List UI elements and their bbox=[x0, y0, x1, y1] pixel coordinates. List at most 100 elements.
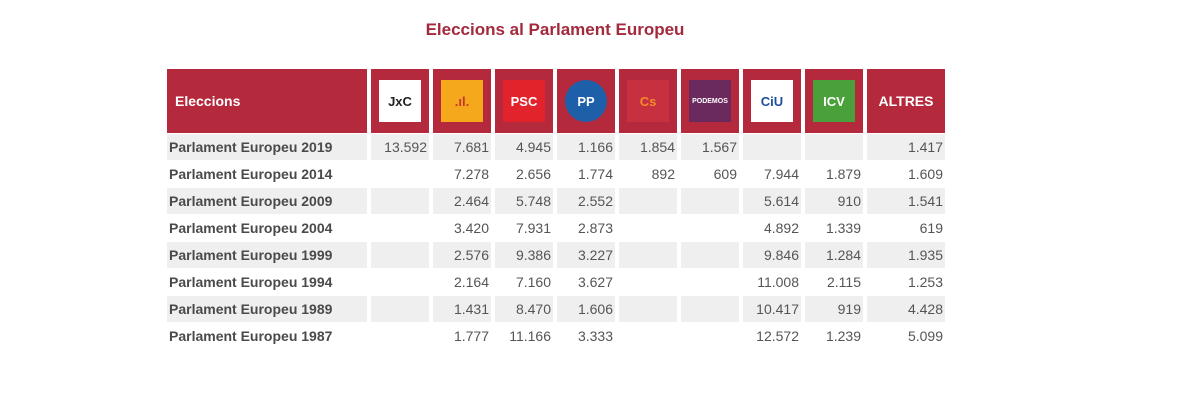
row-label: Parlament Europeu 1989 bbox=[167, 296, 367, 322]
vote-cell: 2.576 bbox=[433, 242, 491, 268]
vote-cell: 5.614 bbox=[743, 188, 801, 214]
vote-cell bbox=[371, 296, 429, 322]
party-logo-icon: JxC bbox=[379, 80, 421, 122]
vote-cell: 1.431 bbox=[433, 296, 491, 322]
header-others: ALTRES bbox=[867, 69, 945, 133]
vote-cell: 919 bbox=[805, 296, 863, 322]
vote-cell bbox=[619, 269, 677, 295]
row-label: Parlament Europeu 1987 bbox=[169, 328, 333, 344]
header-party-logo: PSC bbox=[495, 69, 553, 133]
vote-cell: 1.609 bbox=[907, 166, 943, 182]
table-row: Parlament Europeu 1989 1.431 8.470 1.606 10.… bbox=[167, 296, 945, 322]
header-party-logo: PODEMOS bbox=[681, 69, 739, 133]
header-party-logo: JxC bbox=[371, 69, 429, 133]
vote-cell bbox=[681, 188, 739, 214]
vote-cell: 7.931 bbox=[515, 220, 551, 236]
row-label: Parlament Europeu 2019 bbox=[167, 134, 367, 160]
vote-cell: 3.420 bbox=[453, 220, 489, 236]
table-title: Eleccions al Parlament Europeu bbox=[425, 20, 685, 39]
vote-cell: 1.774 bbox=[577, 166, 613, 182]
vote-cell bbox=[371, 242, 429, 268]
vote-cell: 1.777 bbox=[453, 328, 489, 344]
vote-cell: 5.099 bbox=[907, 328, 943, 344]
vote-cell: 7.160 bbox=[515, 274, 551, 290]
row-label: Parlament Europeu 2014 bbox=[169, 166, 333, 182]
vote-cell bbox=[805, 134, 863, 160]
vote-cell: 10.417 bbox=[743, 296, 801, 322]
results-table: Eleccions JxC .ıl. PSC PP Cs PODEMOS CiU ICV ALT… bbox=[163, 68, 949, 350]
vote-cell: 12.572 bbox=[756, 328, 799, 344]
header-party-logo: ICV bbox=[805, 69, 863, 133]
vote-cell: 619 bbox=[919, 220, 943, 236]
party-logo-icon: PP bbox=[565, 80, 607, 122]
party-logo-icon: PSC bbox=[503, 80, 545, 122]
row-label: Parlament Europeu 2004 bbox=[169, 220, 333, 236]
table-row: Parlament Europeu 1987 1.777 11.166 3.333 12… bbox=[167, 323, 945, 349]
vote-cell: 1.166 bbox=[557, 134, 615, 160]
vote-cell: 4.892 bbox=[763, 220, 799, 236]
vote-cell: 1.567 bbox=[681, 134, 739, 160]
vote-cell: 3.627 bbox=[577, 274, 613, 290]
vote-cell bbox=[681, 323, 739, 349]
header-elections: Eleccions bbox=[167, 69, 367, 133]
vote-cell: 1.284 bbox=[805, 242, 863, 268]
vote-cell: 1.935 bbox=[867, 242, 945, 268]
row-label: Parlament Europeu 1999 bbox=[167, 242, 367, 268]
vote-cell bbox=[371, 161, 429, 187]
vote-cell bbox=[619, 215, 677, 241]
vote-cell: 2.464 bbox=[433, 188, 491, 214]
vote-cell: 910 bbox=[805, 188, 863, 214]
vote-cell bbox=[371, 323, 429, 349]
vote-cell: 609 bbox=[713, 166, 737, 182]
vote-cell: 1.339 bbox=[825, 220, 861, 236]
vote-cell: 8.470 bbox=[495, 296, 553, 322]
vote-cell: 11.166 bbox=[509, 328, 551, 344]
table-row: Parlament Europeu 2009 2.464 5.748 2.552 5.6… bbox=[167, 188, 945, 214]
header-party-logo: Cs bbox=[619, 69, 677, 133]
row-label: Parlament Europeu 1994 bbox=[169, 274, 333, 290]
party-logo-icon: ICV bbox=[813, 80, 855, 122]
vote-cell: 3.333 bbox=[577, 328, 613, 344]
vote-cell bbox=[681, 296, 739, 322]
vote-cell bbox=[681, 215, 739, 241]
vote-cell: 2.656 bbox=[515, 166, 551, 182]
party-logo-icon: CiU bbox=[751, 80, 793, 122]
vote-cell: 2.164 bbox=[453, 274, 489, 290]
vote-cell bbox=[681, 242, 739, 268]
vote-cell: 4.945 bbox=[495, 134, 553, 160]
vote-cell: 1.239 bbox=[825, 328, 861, 344]
vote-cell: 1.879 bbox=[825, 166, 861, 182]
vote-cell: 3.227 bbox=[557, 242, 615, 268]
vote-cell bbox=[681, 269, 739, 295]
vote-cell bbox=[371, 188, 429, 214]
vote-cell: 1.854 bbox=[619, 134, 677, 160]
vote-cell: 9.386 bbox=[495, 242, 553, 268]
vote-cell: 1.606 bbox=[557, 296, 615, 322]
vote-cell: 1.541 bbox=[867, 188, 945, 214]
party-logo-icon: Cs bbox=[627, 80, 669, 122]
vote-cell: 11.008 bbox=[757, 274, 799, 290]
vote-cell bbox=[619, 242, 677, 268]
vote-cell bbox=[371, 269, 429, 295]
table-row: Parlament Europeu 1999 2.576 9.386 3.227 9.8… bbox=[167, 242, 945, 268]
header-party-logo: .ıl. bbox=[433, 69, 491, 133]
vote-cell bbox=[619, 188, 677, 214]
vote-cell bbox=[619, 323, 677, 349]
vote-cell: 2.552 bbox=[557, 188, 615, 214]
vote-cell: 7.681 bbox=[433, 134, 491, 160]
party-logo-icon: PODEMOS bbox=[689, 80, 731, 122]
vote-cell: 7.278 bbox=[453, 166, 489, 182]
table-row: Parlament Europeu 2019 13.592 7.681 4.945 1.… bbox=[167, 134, 945, 160]
vote-cell: 892 bbox=[651, 166, 675, 182]
vote-cell: 2.115 bbox=[827, 274, 861, 290]
vote-cell: 1.253 bbox=[907, 274, 943, 290]
vote-cell: 7.944 bbox=[763, 166, 799, 182]
vote-cell: 5.748 bbox=[495, 188, 553, 214]
table-row: Parlament Europeu 2004 3.420 7.931 2.873 4.8… bbox=[167, 215, 945, 241]
vote-cell: 2.873 bbox=[577, 220, 613, 236]
vote-cell bbox=[619, 296, 677, 322]
vote-cell: 13.592 bbox=[371, 134, 429, 160]
header-row: Eleccions JxC .ıl. PSC PP Cs PODEMOS CiU ICV ALT… bbox=[167, 69, 945, 133]
header-party-logo: PP bbox=[557, 69, 615, 133]
header-party-logo: CiU bbox=[743, 69, 801, 133]
